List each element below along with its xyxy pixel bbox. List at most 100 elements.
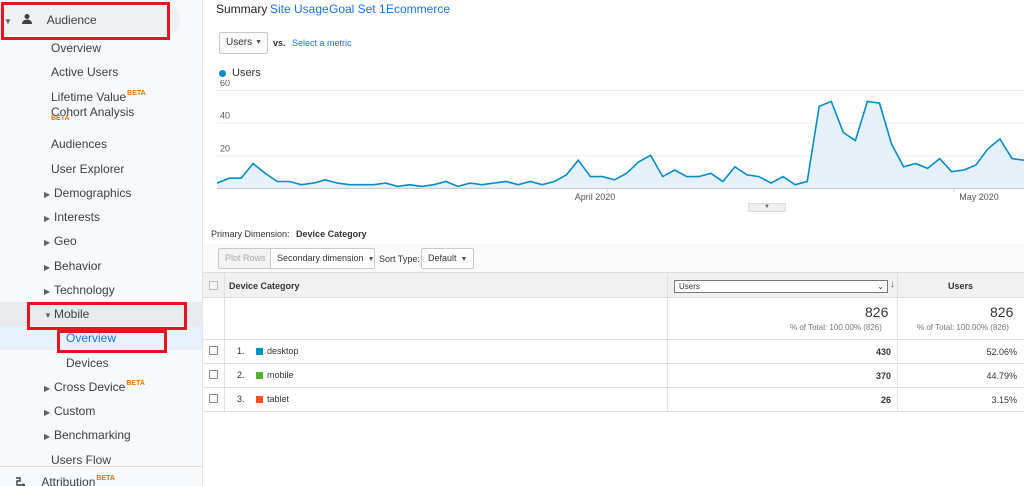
metric-select-value: Users (226, 37, 253, 48)
sort-desc-icon[interactable]: ↓ (890, 279, 895, 290)
x-tick-label: April 2020 (575, 192, 616, 202)
table-controls: Plot Rows Secondary dimension ▼ Default ▼ (203, 244, 1024, 272)
metric-select[interactable]: Users ▼ (219, 32, 268, 54)
row-users-pct: 3.15% (991, 395, 1017, 405)
users-series-line (216, 100, 1024, 188)
mobile-row-bg (0, 302, 202, 326)
nav-lifetime-value-label: Lifetime Value (51, 90, 127, 104)
row-device-name[interactable]: mobile (267, 370, 294, 380)
sort-type-value: Default (428, 253, 457, 263)
nav-technology[interactable]: ▶ Technology (44, 278, 115, 302)
data-table: Device Category Users ⌄ ↓ Users 826 % of… (203, 272, 1024, 412)
sidebar-divider (0, 466, 202, 467)
nav-benchmarking[interactable]: ▶ Benchmarking (44, 423, 131, 447)
tab-site-usage[interactable]: Site Usage (270, 2, 329, 16)
chevron-down-icon: ⌄ (877, 282, 884, 291)
row-device-name[interactable]: tablet (267, 394, 290, 404)
nav-user-explorer-label: User Explorer (51, 162, 125, 176)
users-area-fill (217, 101, 1024, 188)
col-users[interactable]: Users (948, 281, 974, 291)
sidebar: ▼ Audience Overview Active Users Lifetim… (0, 0, 203, 486)
nav-custom-label: Custom (54, 404, 96, 418)
select-metric-link[interactable]: Select a metric (292, 38, 352, 48)
col-device-category[interactable]: Device Category (229, 281, 300, 291)
nav-demographics[interactable]: ▶ Demographics (44, 181, 131, 205)
row-index: 2. (237, 370, 245, 380)
row-divider (203, 411, 1024, 412)
nav-interests-label: Interests (54, 210, 101, 224)
total-users-metric-pct: % of Total: 100.00% (826) (790, 323, 882, 332)
nav-mobile-label: Mobile (54, 307, 90, 321)
audience-row-bg (0, 5, 180, 35)
total-users-metric: 826 (865, 304, 889, 320)
row-color-swatch (256, 348, 263, 355)
nav-cohort-analysis-label: Cohort Analysis (51, 105, 135, 119)
beta-badge: BETA (96, 475, 115, 482)
nav-cohort-analysis[interactable]: Cohort Analysis BETA (51, 105, 134, 135)
row-index: 1. (237, 346, 245, 356)
legend-swatch (219, 70, 226, 77)
nav-mobile[interactable]: ▼ Mobile (44, 302, 89, 326)
nav-audience[interactable]: ▼ Audience (4, 8, 97, 32)
y-tick-label: 60 (220, 80, 230, 88)
col-divider (667, 272, 668, 412)
users-line-chart[interactable]: 60 40 20 April 2020 May 2020 (203, 80, 1024, 212)
row-color-swatch (256, 396, 263, 403)
tab-goal-set-1[interactable]: Goal Set 1 (329, 2, 386, 16)
nav-cross-device[interactable]: ▶ Cross DeviceBETA (44, 375, 145, 399)
row-index: 3. (237, 394, 245, 404)
row-device-name[interactable]: desktop (267, 346, 299, 356)
col-divider (897, 272, 898, 412)
nav-custom[interactable]: ▶ Custom (44, 399, 95, 423)
nav-behavior[interactable]: ▶ Behavior (44, 254, 101, 278)
nav-attribution[interactable]: AttributionBETA (14, 470, 115, 486)
nav-mobile-devices-label: Devices (66, 356, 109, 370)
sort-type-select[interactable]: Default ▼ (421, 248, 475, 269)
nav-users-flow[interactable]: Users Flow (51, 448, 111, 472)
nav-cross-device-label: Cross Device (54, 380, 126, 394)
nav-benchmarking-label: Benchmarking (54, 428, 131, 442)
row-checkbox[interactable] (209, 394, 218, 403)
nav-active-users[interactable]: Active Users (51, 60, 118, 84)
nav-technology-label: Technology (54, 283, 115, 297)
primary-dimension-value[interactable]: Device Category (296, 229, 367, 239)
nav-audiences[interactable]: Audiences (51, 132, 107, 156)
col-divider (224, 272, 225, 412)
caret-down-icon: ▼ (4, 17, 12, 26)
beta-badge: BETA (127, 90, 146, 97)
row-checkbox[interactable] (209, 370, 218, 379)
caret-right-icon: ▶ (44, 238, 51, 247)
primary-dimension-label: Primary Dimension: (211, 229, 290, 239)
chart-resize-handle[interactable]: ▼ (748, 203, 786, 212)
nav-user-explorer[interactable]: User Explorer (51, 157, 124, 181)
secondary-dimension-select[interactable]: Secondary dimension ▼ (270, 248, 375, 269)
nav-mobile-overview-label: Overview (66, 331, 117, 345)
caret-right-icon: ▶ (44, 214, 51, 223)
nav-audience-label: Audience (46, 13, 97, 27)
caret-right-icon: ▶ (44, 190, 51, 199)
select-all-checkbox[interactable] (209, 281, 218, 290)
nav-mobile-overview[interactable]: Overview (66, 326, 116, 350)
nav-audiences-label: Audiences (51, 137, 108, 151)
row-users-pct: 52.06% (986, 347, 1017, 357)
attribution-icon (16, 477, 25, 486)
column-metric-select[interactable]: Users ⌄ (674, 280, 888, 293)
row-divider (203, 339, 1024, 340)
nav-users-flow-label: Users Flow (51, 453, 112, 467)
plot-rows-button[interactable]: Plot Rows (218, 248, 273, 269)
nav-geo[interactable]: ▶ Geo (44, 229, 77, 253)
tab-summary[interactable]: Summary (216, 2, 268, 16)
nav-mobile-devices[interactable]: Devices (66, 351, 109, 375)
y-tick-label: 20 (220, 143, 230, 153)
nav-lifetime-value[interactable]: Lifetime ValueBETA (51, 85, 146, 109)
y-tick-label: 40 (220, 111, 230, 121)
legend-label: Users (232, 67, 261, 79)
chevron-down-icon: ▼ (255, 39, 262, 46)
row-color-swatch (256, 372, 263, 379)
row-users-pct: 44.79% (986, 371, 1017, 381)
tab-ecommerce[interactable]: Ecommerce (386, 2, 451, 16)
nav-overview[interactable]: Overview (51, 36, 101, 60)
row-checkbox[interactable] (209, 346, 218, 355)
nav-geo-label: Geo (54, 234, 77, 248)
nav-interests[interactable]: ▶ Interests (44, 205, 100, 229)
